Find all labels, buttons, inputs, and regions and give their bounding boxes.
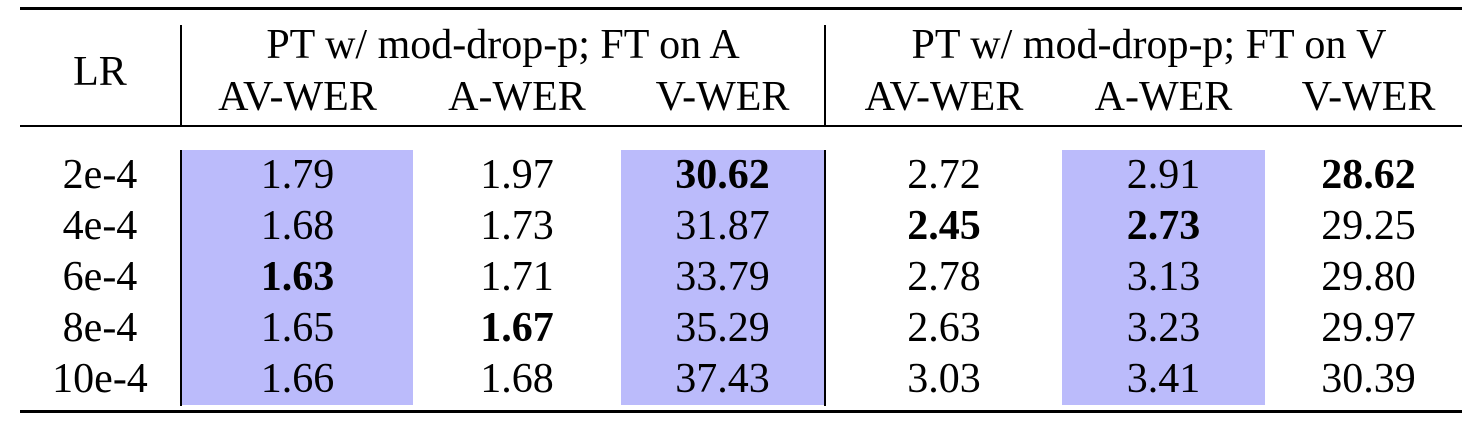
divider-line [824,150,826,406]
table-cell: 1.63 [260,254,335,300]
col-header-v-wer-v: V-WER [1301,74,1436,120]
table-cell: 1.97 [480,152,554,198]
lr-cell: 10e-4 [52,356,148,402]
table-cell: 2.45 [907,203,981,249]
table-cell: 30.62 [675,152,770,198]
divider-line [824,25,826,125]
table-cell: 2.91 [1126,152,1201,198]
lr-cell: 2e-4 [62,152,138,198]
table-cell: 31.87 [675,203,770,249]
table-cell: 1.67 [480,305,554,351]
table-cell: 1.66 [260,356,335,402]
table-cell: 29.25 [1321,203,1416,249]
table-cell: 1.68 [260,203,335,249]
table-row: 8e-4 1.65 1.67 35.29 2.63 3.23 29.97 [0,303,1482,354]
table-cell: 1.79 [260,152,335,198]
table-cell: 30.39 [1321,356,1416,402]
table-cell: 29.97 [1321,305,1416,351]
table-cell: 1.73 [480,203,554,249]
divider-line [180,150,182,406]
table-row: 2e-4 1.79 1.97 30.62 2.72 2.91 28.62 [0,150,1482,201]
col-header-av-wer-v: AV-WER [864,74,1024,120]
group-header-ft-v: PT w/ mod-drop-p; FT on V [911,22,1387,68]
table-cell: 1.71 [480,254,554,300]
table-row: 4e-4 1.68 1.73 31.87 2.45 2.73 29.25 [0,201,1482,252]
table-row: 10e-4 1.66 1.68 37.43 3.03 3.41 30.39 [0,354,1482,405]
group-header-ft-a: PT w/ mod-drop-p; FT on A [266,22,740,68]
col-header-a-wer-a: A-WER [448,74,586,120]
lr-cell: 8e-4 [62,305,138,351]
table-cell: 2.78 [907,254,981,300]
table-cell: 35.29 [675,305,770,351]
table-cell: 29.80 [1321,254,1416,300]
table-cell: 3.23 [1126,305,1201,351]
col-header-av-wer-a: AV-WER [218,74,377,120]
table-cell: 1.65 [260,305,335,351]
table-cell: 3.13 [1126,254,1201,300]
table-cell: 28.62 [1321,152,1416,198]
table-row: 6e-4 1.63 1.71 33.79 2.78 3.13 29.80 [0,252,1482,303]
highlight-column-a-wer-v [1062,150,1265,405]
top-rule [20,7,1462,10]
divider-line [180,25,182,125]
table-cell: 33.79 [675,254,770,300]
table-cell: 37.43 [675,356,770,402]
mid-rule [20,125,1462,127]
table-cell: 2.63 [907,305,981,351]
table-cell: 2.72 [907,152,981,198]
highlight-column-v-wer-a [621,150,824,405]
table-cell: 1.68 [480,356,554,402]
lr-header: LR [73,49,127,95]
col-header-a-wer-v: A-WER [1094,74,1233,120]
table-cell: 3.41 [1126,356,1201,402]
bottom-rule [20,410,1462,413]
highlight-column-av-wer-a [182,150,413,405]
lr-cell: 4e-4 [62,203,138,249]
lr-cell: 6e-4 [62,254,138,300]
table-cell: 2.73 [1126,203,1201,249]
table-cell: 3.03 [907,356,981,402]
col-header-v-wer-a: V-WER [655,74,790,120]
